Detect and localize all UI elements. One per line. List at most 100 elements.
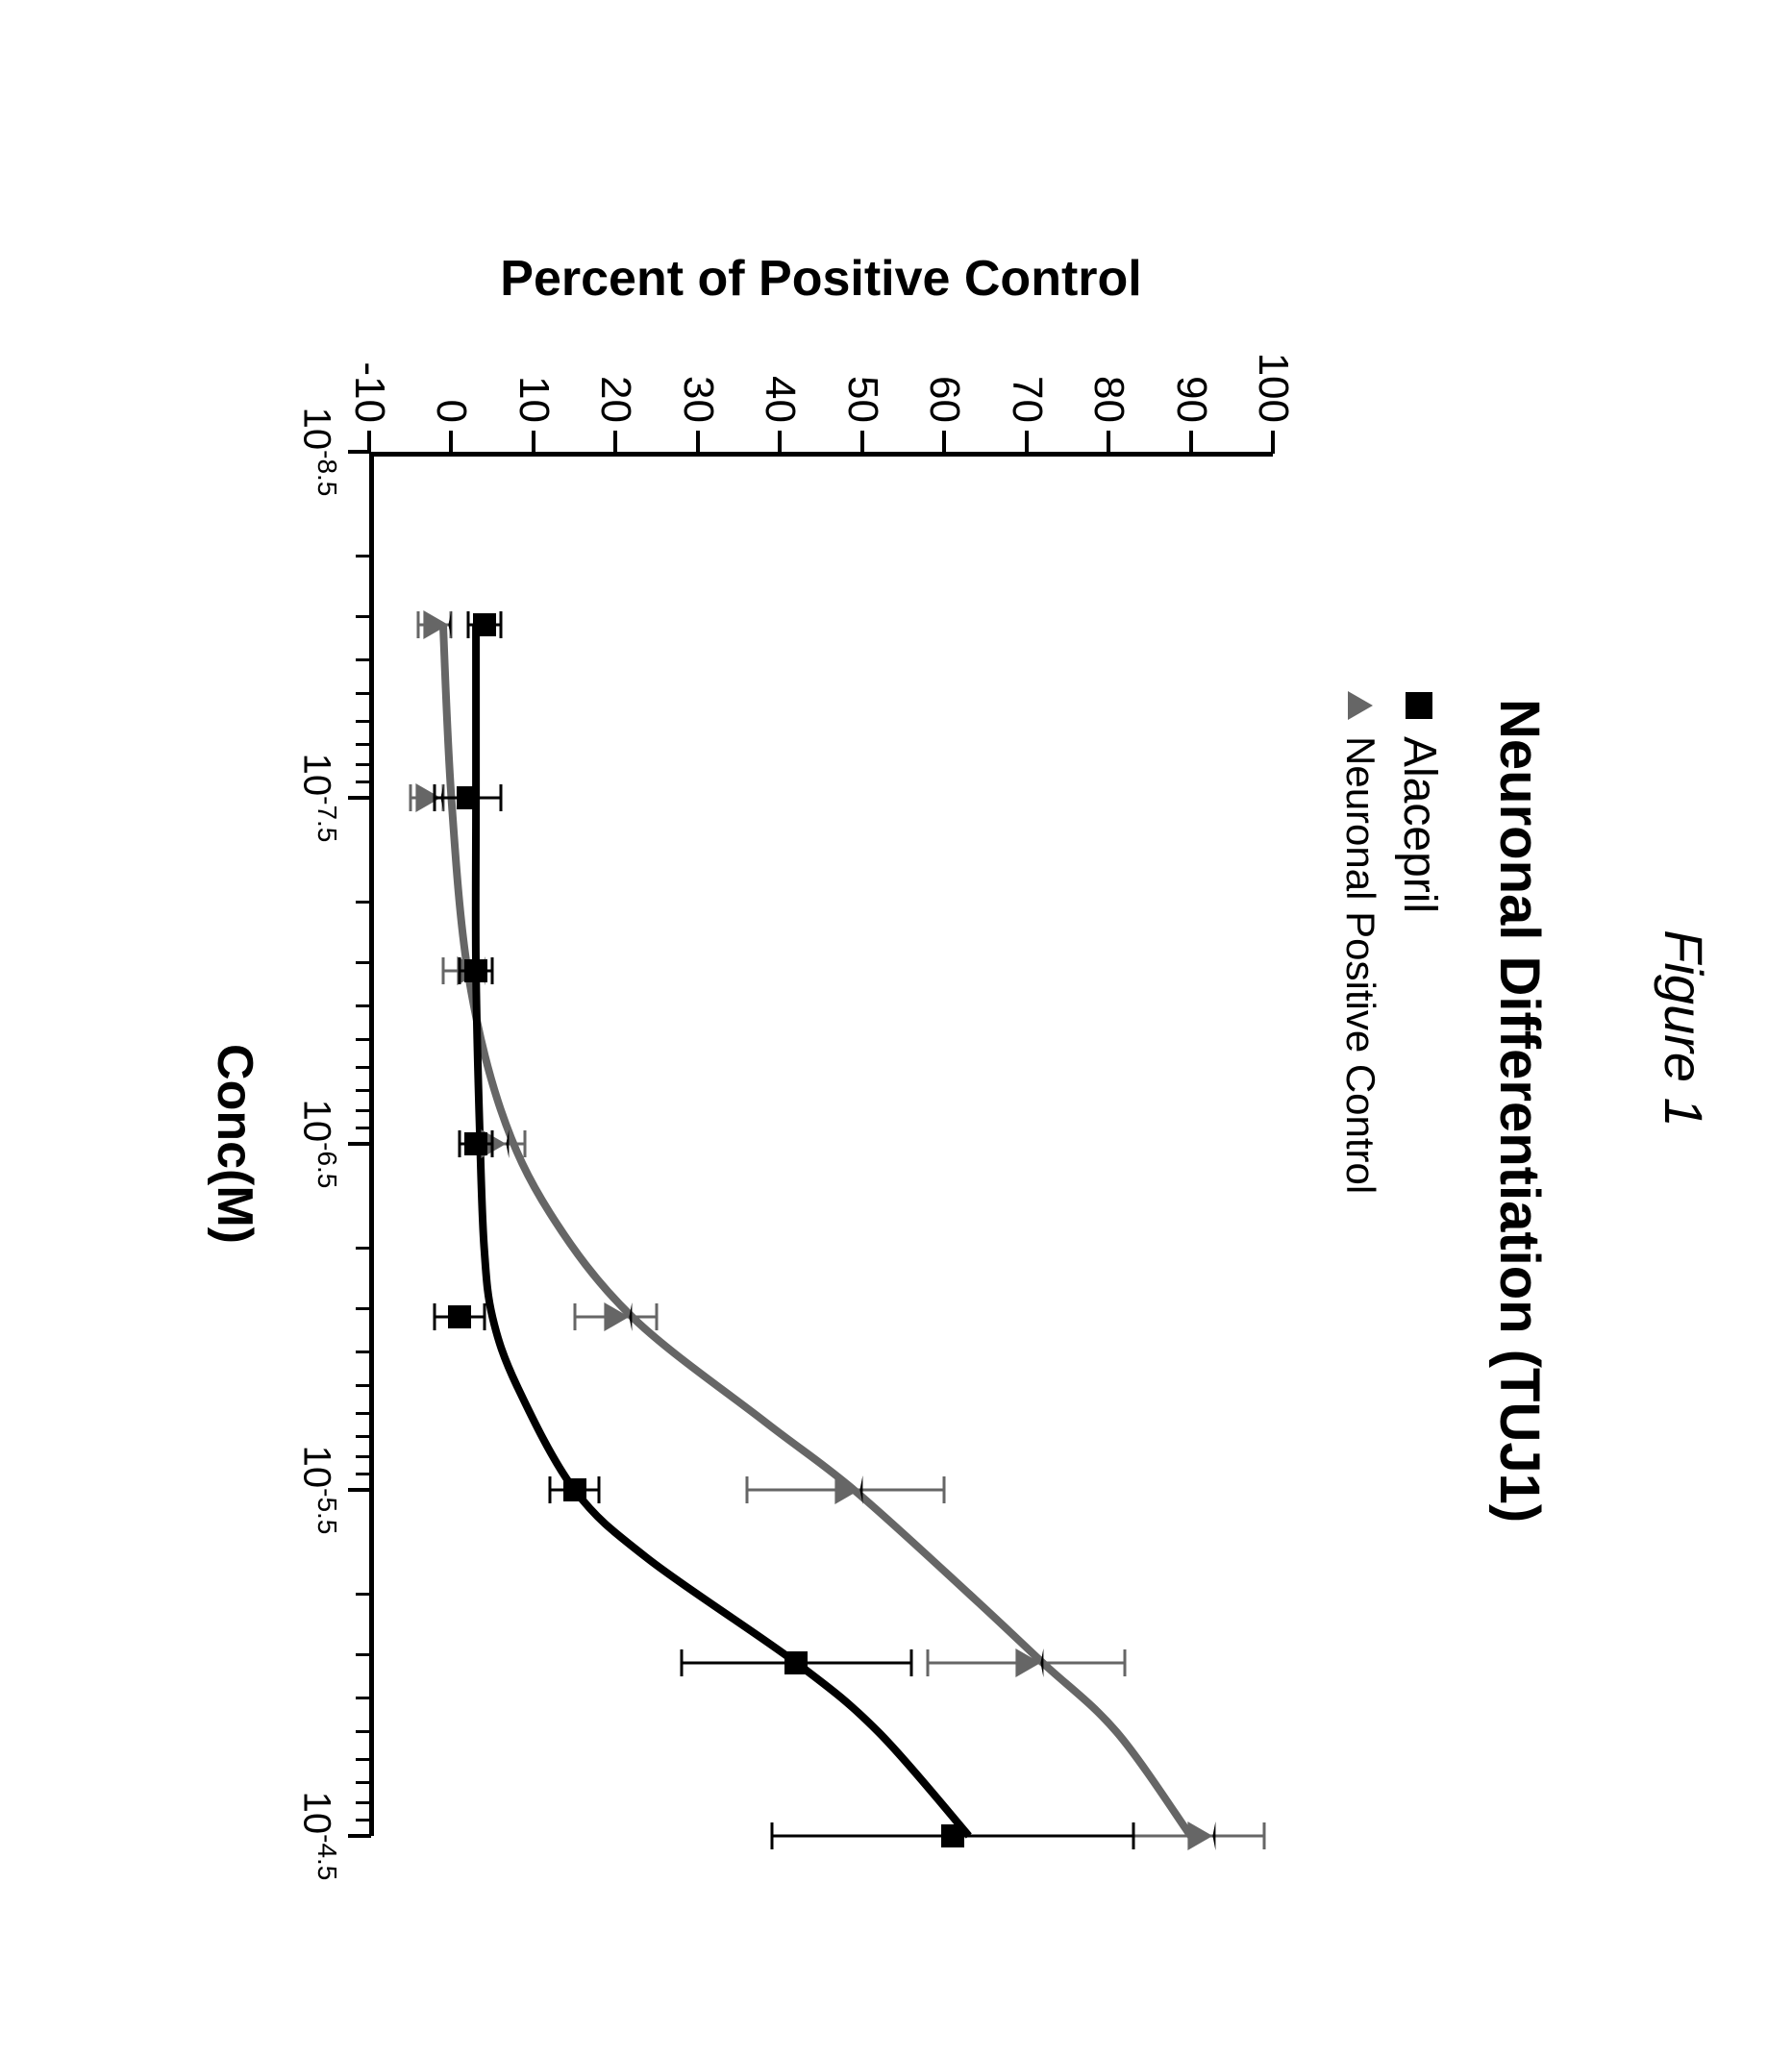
y-axis-tick-label: 100 xyxy=(1249,353,1297,423)
x-axis-tick-minor xyxy=(356,1127,371,1129)
y-axis-tick xyxy=(942,431,946,454)
x-axis-tick-label: 10-8.5 xyxy=(295,408,342,497)
y-axis-tick-label: -10 xyxy=(345,361,393,423)
x-axis-tick-minor xyxy=(356,1384,371,1387)
x-axis-label: Conc(M) xyxy=(206,1044,263,1244)
y-axis-tick xyxy=(1025,431,1029,454)
error-bar-cap xyxy=(656,1303,659,1330)
data-point-square xyxy=(473,613,496,636)
x-axis-tick-minor xyxy=(356,1473,371,1475)
y-axis-tick xyxy=(1189,431,1193,454)
x-axis-tick-minor xyxy=(356,1109,371,1112)
y-axis-tick-label: 10 xyxy=(510,376,558,423)
error-bar-cap xyxy=(499,611,502,638)
chart-plot-area: Percent of Positive Control Conc(M) -100… xyxy=(369,452,1273,1836)
x-axis-tick-minor xyxy=(356,615,371,618)
y-axis-tick xyxy=(613,431,617,454)
x-axis-tick-minor xyxy=(356,1247,371,1250)
x-axis-tick-minor xyxy=(356,1801,371,1804)
error-bar-cap xyxy=(549,1476,552,1503)
y-axis-tick xyxy=(449,431,453,454)
error-bar-cap xyxy=(910,1649,913,1676)
x-axis-tick-minor xyxy=(356,1819,371,1822)
y-axis-tick-label: 30 xyxy=(674,376,722,423)
y-axis-tick xyxy=(696,431,700,454)
x-axis-tick-major xyxy=(348,1142,371,1146)
error-bar-cap xyxy=(441,957,444,984)
x-axis-tick-major xyxy=(348,450,371,454)
figure-number-label: Figure 1 xyxy=(1653,929,1715,1127)
y-axis-tick-label: 20 xyxy=(591,376,639,423)
positive-control-curve xyxy=(443,625,1191,1836)
y-axis-tick-label: 40 xyxy=(756,376,804,423)
error-bar-cap xyxy=(459,1130,461,1157)
x-axis-tick-minor xyxy=(356,1351,371,1353)
error-bar-cap xyxy=(524,1130,527,1157)
x-axis-tick-minor xyxy=(356,1653,371,1656)
x-axis-tick-minor xyxy=(356,743,371,746)
error-bar-cap xyxy=(491,957,494,984)
x-axis-tick-major xyxy=(348,796,371,800)
y-axis-tick-label: 80 xyxy=(1084,376,1132,423)
y-axis-tick-label: 70 xyxy=(1003,376,1051,423)
y-axis-tick-label: 0 xyxy=(427,400,475,423)
legend-label: Neuronal Positive Control xyxy=(1337,736,1383,1194)
x-axis-tick-minor xyxy=(356,1307,371,1310)
triangle-marker-icon xyxy=(1347,692,1374,719)
y-axis-tick-label: 50 xyxy=(838,376,886,423)
x-axis-tick-minor xyxy=(356,1781,371,1784)
error-bar-cap xyxy=(459,957,461,984)
y-axis-tick xyxy=(1271,431,1275,454)
rotated-figure-container: Figure 1 Neuronal Differentiation (TUJ1)… xyxy=(0,0,1792,2057)
error-bar-cap xyxy=(1263,1822,1266,1849)
x-axis-tick-label: 10-5.5 xyxy=(295,1446,342,1535)
x-axis-tick-minor xyxy=(356,1730,371,1733)
x-axis-tick-minor xyxy=(356,901,371,904)
error-bar-cap xyxy=(598,1476,601,1503)
data-point-triangle xyxy=(1187,1822,1215,1850)
y-axis-tick xyxy=(860,431,864,454)
error-bar-cap xyxy=(927,1649,930,1676)
y-axis-tick xyxy=(532,431,535,454)
x-axis-tick-minor xyxy=(356,1004,371,1007)
x-axis-tick-minor xyxy=(356,781,371,783)
x-axis-tick-minor xyxy=(356,1593,371,1596)
x-axis-tick-minor xyxy=(356,1697,371,1699)
x-axis-tick-minor xyxy=(356,1455,371,1458)
x-axis-tick-minor xyxy=(356,961,371,964)
alacepril-curve xyxy=(476,625,969,1836)
y-axis-tick-label: 60 xyxy=(920,376,968,423)
x-axis-tick-minor xyxy=(356,1066,371,1069)
x-axis-tick-minor xyxy=(356,1435,371,1438)
x-axis-tick-minor xyxy=(356,555,371,558)
x-axis-tick-label: 10-6.5 xyxy=(295,1100,342,1189)
data-point-square xyxy=(464,959,487,982)
error-bar-cap xyxy=(409,784,411,811)
x-axis-tick-label: 10-7.5 xyxy=(295,754,342,843)
error-bar-cap xyxy=(770,1822,773,1849)
error-bar-cap xyxy=(499,784,502,811)
x-axis-tick-major xyxy=(348,1834,371,1838)
data-point-square xyxy=(448,1305,471,1328)
square-marker-icon xyxy=(1406,692,1433,719)
y-axis-label: Percent of Positive Control xyxy=(500,250,1141,308)
x-axis-tick-minor xyxy=(356,763,371,766)
legend-item-positive-control: Neuronal Positive Control xyxy=(1337,692,1383,1194)
legend-label: Alacepril xyxy=(1393,736,1446,913)
x-axis-tick-minor xyxy=(356,658,371,661)
x-axis-tick-major xyxy=(348,1488,371,1492)
data-point-square xyxy=(941,1824,964,1847)
data-point-triangle xyxy=(605,1302,633,1331)
data-point-square xyxy=(464,1132,487,1155)
x-axis-tick-minor xyxy=(356,692,371,695)
error-bar-cap xyxy=(1132,1822,1134,1849)
y-axis-tick xyxy=(1107,431,1110,454)
x-axis-tick-minor xyxy=(356,1758,371,1761)
chart-title: Neuronal Differentiation (TUJ1) xyxy=(1487,699,1552,1523)
data-point-square xyxy=(784,1651,808,1674)
error-bar-cap xyxy=(466,611,469,638)
y-axis-tick xyxy=(778,431,782,454)
x-axis-tick-minor xyxy=(356,1038,371,1041)
error-bar-cap xyxy=(1124,1649,1127,1676)
error-bar-cap xyxy=(746,1476,749,1503)
